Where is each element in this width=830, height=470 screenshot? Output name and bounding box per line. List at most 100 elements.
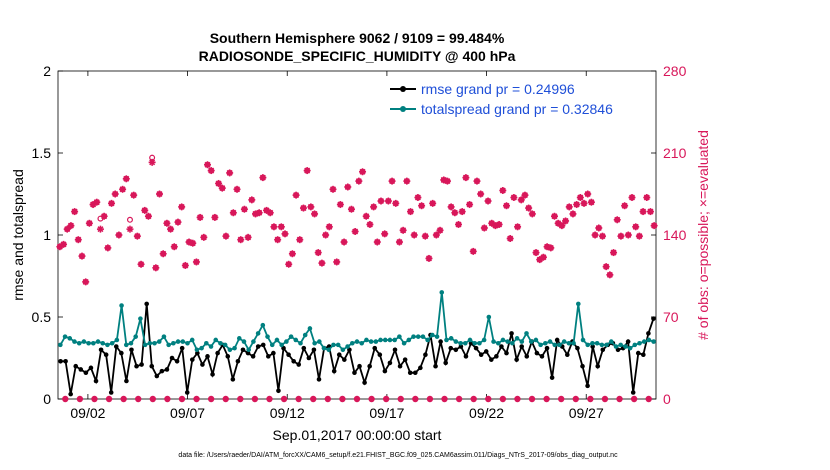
series-point-rmse <box>301 345 307 351</box>
obs-zero-marker <box>280 395 288 403</box>
series-point-totalspread <box>119 303 124 308</box>
obs-evaluated-stroke <box>315 249 322 256</box>
obs-evaluated-stroke <box>222 233 229 240</box>
series-point-totalspread <box>199 345 204 351</box>
series-point-totalspread <box>86 340 91 346</box>
series-point-totalspread <box>142 342 148 348</box>
obs-evaluated-marker <box>122 175 130 183</box>
obs-evaluated-stroke <box>603 263 610 270</box>
series-point-totalspread <box>331 342 336 348</box>
series-point-rmse <box>291 358 296 364</box>
obs-evaluated-stroke <box>547 244 554 251</box>
series-point-totalspread <box>317 339 322 344</box>
obs-evaluated-stroke <box>348 206 355 213</box>
obs-evaluated-marker <box>130 191 138 199</box>
series-point-totalspread <box>486 314 492 320</box>
series-point-totalspread <box>236 336 242 341</box>
obs-evaluated-stroke <box>75 236 82 243</box>
obs-evaluated-stroke <box>444 178 451 185</box>
obs-evaluated-marker <box>347 205 355 213</box>
obs-evaluated-marker <box>466 201 474 209</box>
obs-evaluated-stroke <box>208 167 215 174</box>
obs-evaluated-marker <box>148 158 156 166</box>
series-point-rmse <box>483 349 489 354</box>
obs-evaluated-stroke <box>507 235 514 242</box>
series-point-totalspread <box>279 342 284 348</box>
series-point-totalspread <box>439 290 445 295</box>
series-point-totalspread <box>114 337 120 343</box>
legend-entry: rmse grand pr = 0.24996 <box>421 81 575 97</box>
obs-evaluated-stroke <box>256 209 263 216</box>
series-point-totalspread <box>566 340 572 346</box>
series-point-totalspread <box>477 340 482 346</box>
obs-evaluated-stroke <box>377 198 385 205</box>
obs-evaluated-marker <box>233 185 241 193</box>
obs-zero-marker <box>572 395 579 403</box>
series-point-totalspread <box>458 340 463 346</box>
obs-evaluated-stroke <box>448 203 455 210</box>
series-point-rmse <box>402 357 408 362</box>
obs-evaluated-stroke <box>307 203 314 210</box>
obs-evaluated-marker <box>303 167 311 175</box>
series-point-rmse <box>189 357 195 362</box>
obs-evaluated-stroke <box>248 196 255 203</box>
obs-evaluated-stroke <box>282 230 289 237</box>
obs-evaluated-marker <box>532 249 540 257</box>
series-point-rmse <box>600 347 606 353</box>
obs-evaluated-stroke <box>385 198 392 205</box>
series-point-totalspread <box>415 334 421 339</box>
series-point-totalspread <box>420 334 426 339</box>
obs-evaluated-stroke <box>437 227 444 234</box>
series-point-totalspread <box>623 344 628 349</box>
obs-evaluated-marker <box>156 190 164 198</box>
series-point-totalspread <box>265 334 270 339</box>
data-file-footer: data file: /Users/raeder/DAI/ATM_forcXX/… <box>178 452 618 459</box>
series-point-totalspread <box>491 339 496 344</box>
series-point-totalspread <box>382 337 388 343</box>
series-point-rmse <box>478 352 484 358</box>
obs-evaluated-stroke <box>628 194 636 201</box>
series-point-rmse <box>362 380 367 385</box>
x-tick-label: 09/12 <box>270 405 305 421</box>
obs-evaluated-stroke <box>473 178 480 185</box>
series-point-rmse <box>98 347 104 353</box>
series-point-totalspread <box>81 339 87 344</box>
obs-zero-marker <box>76 395 84 403</box>
series-point-totalspread <box>260 322 266 328</box>
y-tick-label: 2 <box>43 63 51 79</box>
obs-evaluated-marker <box>248 196 256 204</box>
series-point-rmse <box>585 383 590 389</box>
series-point-rmse <box>306 355 312 361</box>
series-point-totalspread <box>368 339 374 344</box>
obs-evaluated-marker <box>598 232 606 240</box>
y2-tick-label: 210 <box>663 145 687 161</box>
obs-evaluated-stroke <box>525 205 532 212</box>
obs-evaluated-stroke <box>640 208 647 215</box>
obs-evaluated-marker <box>547 244 555 252</box>
obs-zero-marker <box>441 395 448 403</box>
series-point-totalspread <box>434 334 440 339</box>
series-point-rmse <box>108 390 114 395</box>
series-point-totalspread <box>232 345 237 351</box>
obs-evaluated-marker <box>299 204 307 212</box>
series-point-totalspread <box>288 334 294 339</box>
series-point-totalspread <box>448 336 454 341</box>
obs-evaluated-marker <box>632 223 640 231</box>
obs-evaluated-stroke <box>425 255 432 262</box>
series-point-rmse <box>595 363 601 369</box>
series-point-totalspread <box>213 337 219 343</box>
obs-evaluated-marker <box>359 168 367 176</box>
series-point-totalspread <box>594 340 600 346</box>
series-point-rmse <box>382 368 388 374</box>
series-point-rmse <box>387 360 393 366</box>
obs-evaluated-stroke <box>414 194 421 201</box>
series-point-totalspread <box>321 345 327 351</box>
series-point-rmse <box>412 370 418 376</box>
series-point-rmse <box>580 363 585 369</box>
obs-evaluated-marker <box>218 184 226 192</box>
series-point-totalspread <box>651 339 656 344</box>
obs-evaluated-stroke <box>156 190 163 198</box>
obs-evaluated-stroke <box>200 234 207 241</box>
series-point-rmse <box>164 367 170 372</box>
obs-evaluated-stroke <box>171 243 178 250</box>
